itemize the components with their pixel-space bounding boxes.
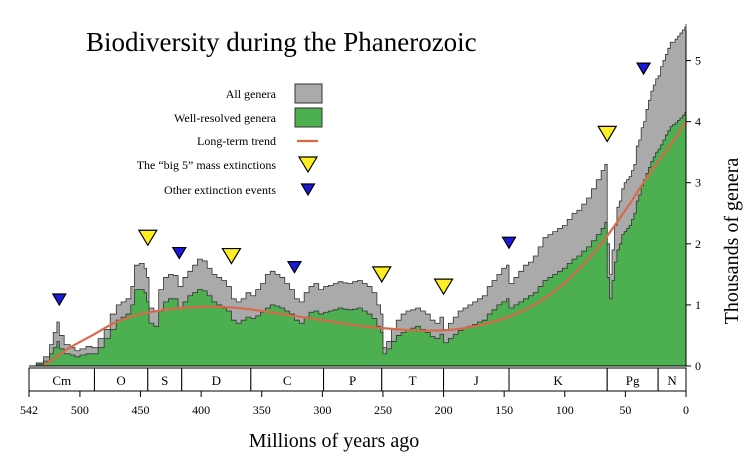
period-label: J xyxy=(474,373,479,388)
other-extinction-marker xyxy=(501,236,517,250)
axes-layer: 0 1 2 3 4 5 xyxy=(29,30,701,373)
y-axis-label: Thousands of genera xyxy=(721,158,743,325)
x-tick-label: 200 xyxy=(435,403,453,417)
legend-label: The “big 5” mass extinctions xyxy=(137,158,277,172)
x-tick-label: 400 xyxy=(192,403,210,417)
big5-extinction-marker xyxy=(137,229,158,247)
area-all-genera xyxy=(29,23,687,367)
y-tick-label: 4 xyxy=(695,115,701,129)
legend-label: Other extinction events xyxy=(164,183,276,197)
x-tick-label: 50 xyxy=(619,403,631,417)
big5-extinction-marker xyxy=(371,266,392,284)
other-extinction-marker xyxy=(286,261,303,274)
period-label: D xyxy=(212,373,221,388)
other-extinction-marker xyxy=(171,246,187,260)
period-label: Cm xyxy=(52,373,71,388)
x-tick-label: 0 xyxy=(683,403,689,417)
period-label: O xyxy=(116,373,125,388)
legend-label: Well-resolved genera xyxy=(174,111,277,125)
period-label: Pg xyxy=(626,373,640,388)
x-tick-label: 250 xyxy=(374,403,392,417)
y-tick-label: 2 xyxy=(695,237,701,251)
x-tick-label: 100 xyxy=(556,403,574,417)
period-label: T xyxy=(409,373,417,388)
x-tick-label: 150 xyxy=(495,403,513,417)
chart-title: Biodiversity during the Phanerozoic xyxy=(86,27,477,57)
y-tick-label: 1 xyxy=(695,298,701,312)
legend-swatch xyxy=(294,83,323,104)
period-n xyxy=(657,367,687,392)
x-tick-label: 450 xyxy=(132,403,150,417)
big5-extinction-marker xyxy=(221,247,242,265)
series-layer xyxy=(29,23,687,367)
other-extinction-marker xyxy=(51,293,67,307)
legend-swatch xyxy=(297,156,319,174)
trend-line xyxy=(42,121,687,367)
legend-label: All genera xyxy=(226,87,277,101)
y-tick-label: 0 xyxy=(695,359,701,373)
other-extinction-marker xyxy=(636,62,652,76)
period-label: K xyxy=(553,373,563,388)
legend-swatch xyxy=(294,107,323,128)
x-tick-label: 300 xyxy=(313,403,331,417)
extinction-markers xyxy=(51,62,652,307)
period-label: S xyxy=(161,373,168,388)
x-tick-label: 500 xyxy=(71,403,89,417)
x-tick-label: 350 xyxy=(253,403,271,417)
period-label: P xyxy=(349,373,356,388)
legend-label: Long-term trend xyxy=(197,134,276,148)
big5-extinction-marker xyxy=(597,125,618,143)
x-tick-label: 542 xyxy=(20,403,38,417)
legend-swatch xyxy=(300,183,316,197)
legend: All genera Well-resolved genera Long-term … xyxy=(137,83,323,197)
x-axis-label: Millions of years ago xyxy=(249,430,420,452)
period-label: N xyxy=(667,373,677,388)
y-tick-label: 3 xyxy=(695,176,701,190)
big5-extinction-marker xyxy=(433,278,454,296)
y-tick-label: 5 xyxy=(695,54,701,68)
period-label: C xyxy=(283,373,292,388)
